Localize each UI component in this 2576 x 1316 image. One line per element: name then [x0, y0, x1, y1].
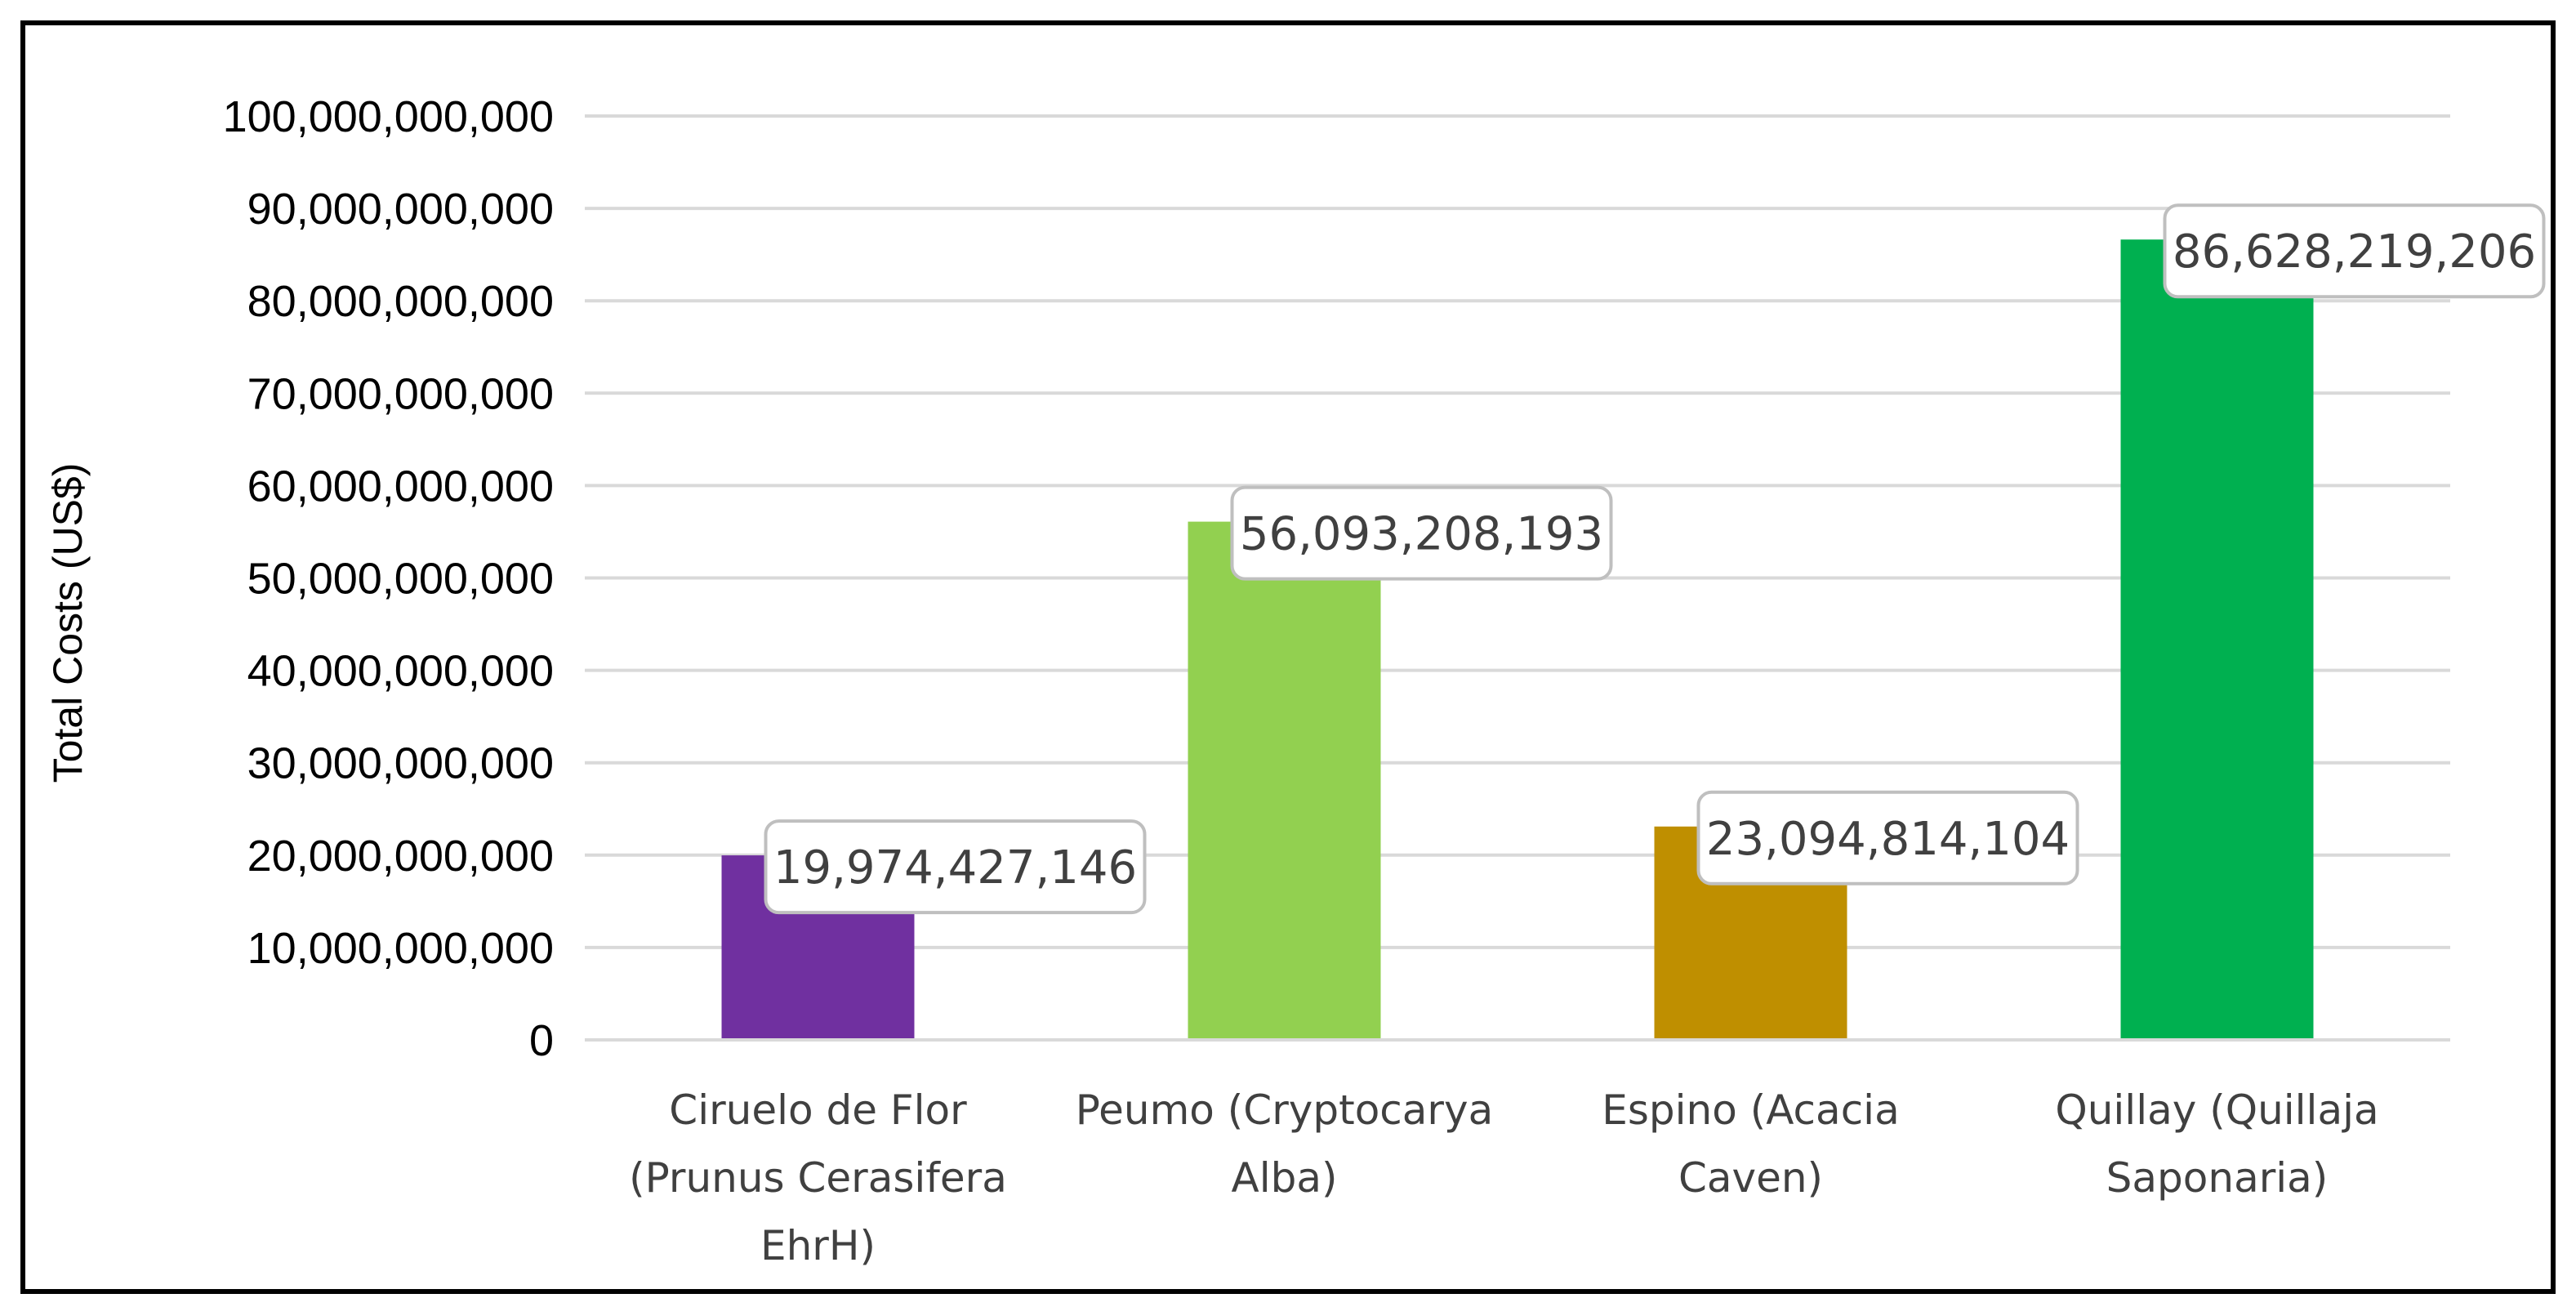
y-tick-label: 60,000,000,000 — [247, 462, 554, 511]
data-label: 86,628,219,206 — [2163, 203, 2546, 299]
x-tick-labels: Ciruelo de Flor (Prunus Cerasifera EhrH) Pe… — [629, 1086, 2378, 1269]
svg-text:23,094,814,104: 23,094,814,104 — [1706, 813, 2070, 866]
y-tick-label: 10,000,000,000 — [247, 924, 554, 973]
y-tick-label: 80,000,000,000 — [247, 277, 554, 326]
data-label: 23,094,814,104 — [1696, 790, 2079, 886]
bar — [2120, 239, 2314, 1040]
x-tick-label: Peumo (Cryptocarya Alba) — [1076, 1086, 1493, 1202]
data-label: 19,974,427,146 — [764, 819, 1147, 915]
x-tick-label: Ciruelo de Flor (Prunus Cerasifera EhrH) — [629, 1086, 1007, 1269]
data-label: 56,093,208,193 — [1230, 485, 1613, 581]
x-tick-label: Espino (Acacia Caven) — [1602, 1086, 1899, 1202]
y-tick-label: 100,000,000,000 — [223, 92, 554, 141]
svg-text:86,628,219,206: 86,628,219,206 — [2173, 225, 2536, 279]
y-tick-label: 50,000,000,000 — [247, 555, 554, 604]
y-tick-label: 0 — [529, 1016, 554, 1065]
svg-text:56,093,208,193: 56,093,208,193 — [1240, 508, 1603, 561]
y-tick-label: 90,000,000,000 — [247, 185, 554, 234]
bars — [721, 239, 2314, 1040]
svg-text:19,974,427,146: 19,974,427,146 — [773, 841, 1137, 894]
y-tick-label: 30,000,000,000 — [247, 739, 554, 788]
y-tick-label: 20,000,000,000 — [247, 832, 554, 881]
y-tick-label: 40,000,000,000 — [247, 647, 554, 696]
y-axis-label: Total Costs (US$) — [45, 463, 91, 783]
x-tick-label: Quillay (Quillaja Saponaria) — [2055, 1086, 2378, 1202]
data-labels: 19,974,427,146 56,093,208,193 23,094,814,1… — [764, 203, 2546, 915]
bar — [1188, 521, 1381, 1040]
y-tick-labels: 0 10,000,000,000 20,000,000,000 30,000,000,… — [223, 92, 554, 1065]
y-tick-label: 70,000,000,000 — [247, 369, 554, 418]
